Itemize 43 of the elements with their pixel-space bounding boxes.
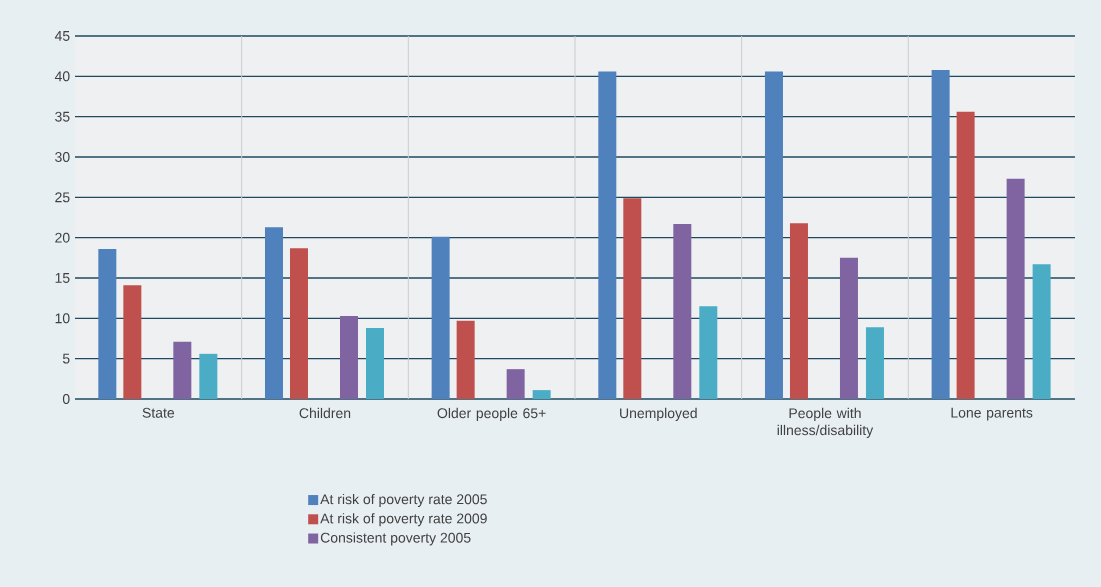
bar bbox=[673, 223, 692, 399]
bar bbox=[173, 341, 192, 399]
bar bbox=[931, 69, 950, 399]
y-tick-label: 30 bbox=[55, 152, 70, 162]
bar bbox=[839, 257, 858, 399]
x-tick-label: People with illness/disability bbox=[777, 407, 874, 438]
y-tick-label: 20 bbox=[55, 232, 70, 243]
bar bbox=[532, 390, 551, 399]
bar bbox=[456, 320, 475, 399]
bar bbox=[289, 248, 308, 399]
bar bbox=[764, 71, 783, 399]
y-tick-label: 40 bbox=[54, 71, 70, 82]
y-tick-label: 25 bbox=[55, 192, 70, 203]
bar bbox=[1006, 178, 1025, 399]
bar bbox=[956, 111, 975, 399]
bar bbox=[865, 327, 884, 399]
bar bbox=[123, 285, 142, 399]
bar bbox=[789, 223, 808, 399]
x-tick-label: Children bbox=[299, 407, 351, 419]
bar bbox=[199, 353, 218, 399]
x-tick-label: Unemployed bbox=[620, 407, 697, 421]
bar bbox=[98, 248, 117, 399]
bar bbox=[339, 315, 358, 399]
bar bbox=[598, 71, 617, 399]
y-tick-label: 35 bbox=[55, 111, 70, 122]
y-tick-label: 45 bbox=[54, 31, 70, 41]
x-tick-label: Older people 65+ bbox=[437, 407, 546, 421]
y-tick-label: 0 bbox=[62, 394, 70, 404]
legend-label: At risk of poverty rate 2005 bbox=[320, 493, 487, 507]
y-tick-label: 5 bbox=[62, 353, 70, 364]
bar bbox=[1032, 264, 1051, 399]
legend-label: At risk of poverty rate 2009 bbox=[320, 513, 487, 527]
bar bbox=[699, 306, 718, 399]
x-tick-label: State bbox=[142, 407, 175, 418]
y-tick-label: 10 bbox=[55, 313, 70, 324]
legend-label: Consistent poverty 2005 bbox=[320, 532, 471, 546]
bar bbox=[365, 328, 384, 399]
bar bbox=[431, 236, 450, 399]
bar bbox=[506, 369, 525, 399]
bar bbox=[264, 227, 283, 399]
y-tick-label: 15 bbox=[55, 273, 70, 283]
x-tick-label: Lone parents bbox=[951, 407, 1033, 421]
bar bbox=[623, 198, 642, 399]
